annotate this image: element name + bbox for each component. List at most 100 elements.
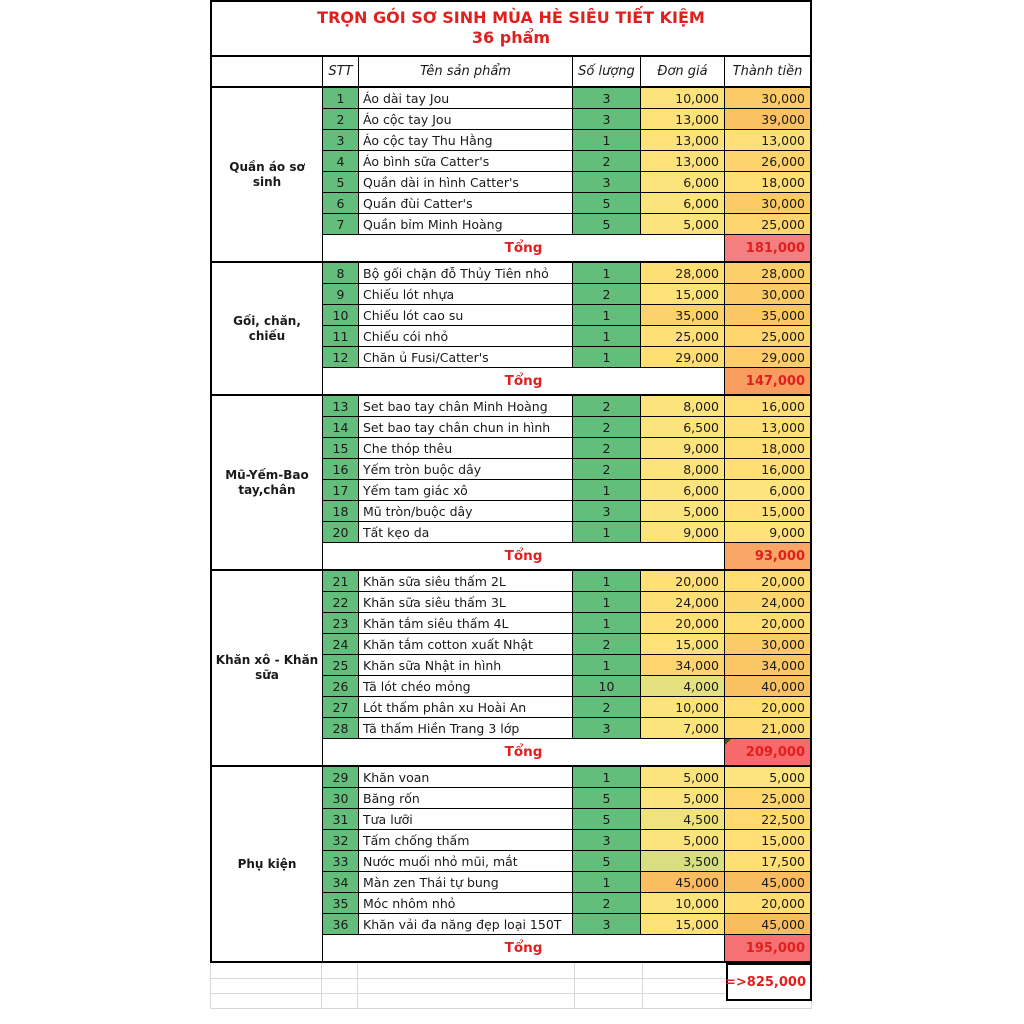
cell-product-name: Set bao tay chân Minh Hoàng xyxy=(359,396,573,416)
cell-quantity: 1 xyxy=(573,872,641,892)
group-total-label: Tổng xyxy=(323,543,725,569)
cell-unit-price: 9,000 xyxy=(641,438,725,458)
cell-amount: 20,000 xyxy=(725,613,810,633)
cell-product-name: Khăn tắm siêu thấm 4L xyxy=(359,613,573,633)
cell-quantity: 2 xyxy=(573,417,641,437)
cell-unit-price: 13,000 xyxy=(641,130,725,150)
table-row: 28 Tã thấm Hiền Trang 3 lớp 3 7,000 21,000 xyxy=(323,718,810,739)
cell-unit-price: 34,000 xyxy=(641,655,725,675)
cell-quantity: 3 xyxy=(573,109,641,129)
cell-amount: 25,000 xyxy=(725,326,810,346)
group-label: Phụ kiện xyxy=(212,767,323,961)
table-row: 17 Yếm tam giác xô 1 6,000 6,000 xyxy=(323,480,810,501)
group-section-3: Mũ-Yếm-Bao tay,chân 13 Set bao tay chân Mi… xyxy=(210,394,812,571)
col-header-group xyxy=(212,57,323,86)
table-row: 13 Set bao tay chân Minh Hoàng 2 8,000 16,00… xyxy=(323,396,810,417)
cell-unit-price: 5,000 xyxy=(641,214,725,234)
col-header-unit-price: Đơn giá xyxy=(641,57,725,86)
table-row: 21 Khăn sữa siêu thấm 2L 1 20,000 20,000 xyxy=(323,571,810,592)
cell-amount: 20,000 xyxy=(725,697,810,717)
faint-gridline xyxy=(357,963,358,1008)
cell-quantity: 3 xyxy=(573,718,641,738)
table-row: 9 Chiếu lót nhựa 2 15,000 30,000 xyxy=(323,284,810,305)
cell-stt: 15 xyxy=(323,438,359,458)
cell-unit-price: 13,000 xyxy=(641,151,725,171)
cell-stt: 33 xyxy=(323,851,359,871)
cell-product-name: Nước muối nhỏ mũi, mắt xyxy=(359,851,573,871)
cell-product-name: Áo cộc tay Jou xyxy=(359,109,573,129)
grand-total: =>825,000 xyxy=(725,963,812,1001)
cell-unit-price: 5,000 xyxy=(641,501,725,521)
cell-quantity: 1 xyxy=(573,522,641,542)
table-row: 12 Chăn ủ Fusi/Catter's 1 29,000 29,000 xyxy=(323,347,810,368)
col-header-quantity: Số lượng xyxy=(573,57,641,86)
cell-stt: 6 xyxy=(323,193,359,213)
group-total-row: Tổng 209,000 xyxy=(323,739,810,765)
cell-amount: 5,000 xyxy=(725,767,810,787)
bottom-grid-area: =>825,000 xyxy=(210,963,812,1023)
cell-stt: 8 xyxy=(323,263,359,283)
cell-amount: 30,000 xyxy=(725,193,810,213)
cell-amount: 21,000 xyxy=(725,718,810,738)
cell-stt: 17 xyxy=(323,480,359,500)
table-row: 1 Áo dài tay Jou 3 10,000 30,000 xyxy=(323,88,810,109)
table-row: 34 Màn zen Thái tự bung 1 45,000 45,000 xyxy=(323,872,810,893)
table-row: 11 Chiếu cói nhỏ 1 25,000 25,000 xyxy=(323,326,810,347)
cell-quantity: 10 xyxy=(573,676,641,696)
cell-unit-price: 20,000 xyxy=(641,613,725,633)
group-rows: 8 Bộ gối chặn đỗ Thủy Tiên nhỏ 1 28,000 28,0… xyxy=(323,263,810,394)
cell-unit-price: 8,000 xyxy=(641,396,725,416)
group-total-label: Tổng xyxy=(323,739,725,765)
cell-amount: 13,000 xyxy=(725,130,810,150)
cell-amount: 15,000 xyxy=(725,830,810,850)
group-total-label: Tổng xyxy=(323,935,725,961)
group-section-4: Khăn xô - Khăn sữa 21 Khăn sữa siêu thấm 2… xyxy=(210,569,812,767)
cell-unit-price: 6,000 xyxy=(641,193,725,213)
cell-product-name: Móc nhôm nhỏ xyxy=(359,893,573,913)
table-row: 6 Quần đùi Catter's 5 6,000 30,000 xyxy=(323,193,810,214)
cell-product-name: Chiếu lót cao su xyxy=(359,305,573,325)
cell-unit-price: 7,000 xyxy=(641,718,725,738)
group-rows: 21 Khăn sữa siêu thấm 2L 1 20,000 20,000 22 Kh… xyxy=(323,571,810,765)
cell-stt: 12 xyxy=(323,347,359,367)
cell-product-name: Chiếu cói nhỏ xyxy=(359,326,573,346)
table-row: 27 Lót thấm phân xu Hoài An 2 10,000 20,000 xyxy=(323,697,810,718)
cell-unit-price: 45,000 xyxy=(641,872,725,892)
cell-product-name: Chiếu lót nhựa xyxy=(359,284,573,304)
cell-amount: 20,000 xyxy=(725,893,810,913)
cell-amount: 30,000 xyxy=(725,634,810,654)
faint-gridline xyxy=(642,963,643,1008)
group-total-label: Tổng xyxy=(323,235,725,261)
cell-amount: 15,000 xyxy=(725,501,810,521)
cell-amount: 34,000 xyxy=(725,655,810,675)
table-row: 14 Set bao tay chân chun in hình 2 6,500 13,… xyxy=(323,417,810,438)
table-row: 2 Áo cộc tay Jou 3 13,000 39,000 xyxy=(323,109,810,130)
cell-stt: 31 xyxy=(323,809,359,829)
cell-unit-price: 15,000 xyxy=(641,634,725,654)
cell-unit-price: 5,000 xyxy=(641,830,725,850)
cell-stt: 32 xyxy=(323,830,359,850)
cell-product-name: Khăn vải đa năng đẹp loại 150T xyxy=(359,914,573,934)
group-total-value: 195,000 xyxy=(725,935,810,961)
group-section-2: Gối, chăn, chiếu 8 Bộ gối chặn đỗ Thủy Tiê… xyxy=(210,261,812,396)
cell-stt: 35 xyxy=(323,893,359,913)
group-label: Khăn xô - Khăn sữa xyxy=(212,571,323,765)
cell-quantity: 2 xyxy=(573,634,641,654)
cell-unit-price: 24,000 xyxy=(641,592,725,612)
cell-quantity: 3 xyxy=(573,172,641,192)
faint-gridline xyxy=(210,963,211,1008)
cell-amount: 25,000 xyxy=(725,214,810,234)
cell-stt: 2 xyxy=(323,109,359,129)
table-row: 35 Móc nhôm nhỏ 2 10,000 20,000 xyxy=(323,893,810,914)
faint-gridline xyxy=(321,963,322,1008)
group-rows: 13 Set bao tay chân Minh Hoàng 2 8,000 16,00… xyxy=(323,396,810,569)
cell-unit-price: 15,000 xyxy=(641,914,725,934)
table-row: 15 Che thóp thêu 2 9,000 18,000 xyxy=(323,438,810,459)
cell-quantity: 2 xyxy=(573,893,641,913)
cell-quantity: 3 xyxy=(573,914,641,934)
cell-stt: 20 xyxy=(323,522,359,542)
cell-product-name: Khăn tắm cotton xuất Nhật xyxy=(359,634,573,654)
cell-stt: 18 xyxy=(323,501,359,521)
cell-amount: 22,500 xyxy=(725,809,810,829)
cell-quantity: 3 xyxy=(573,88,641,108)
